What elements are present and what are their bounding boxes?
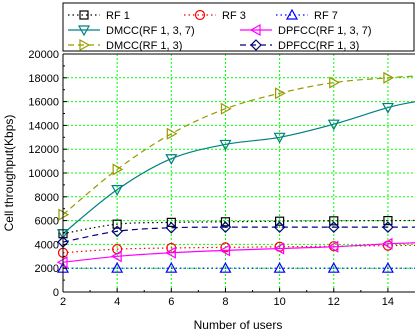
legend-marker xyxy=(285,8,299,20)
ticks: 0 2000 4000 6000 8000 10000 12000 14000 16000 180… xyxy=(28,49,394,308)
x-tick-label: 8 xyxy=(222,296,228,308)
series-2 xyxy=(56,261,415,273)
data-point xyxy=(383,71,395,84)
series-layer xyxy=(56,71,415,273)
data-point xyxy=(273,242,285,255)
data-point xyxy=(219,139,232,151)
series-6 xyxy=(57,221,415,248)
data-point xyxy=(111,225,124,238)
legend-label: DMCC(RF 1, 3) xyxy=(106,40,182,52)
legend: RF 1 RF 3 RF 7 DMCC(RF 1, 3, 7) DPFCC(RF 1, … xyxy=(62,2,415,52)
data-point xyxy=(327,221,340,233)
legend-label: RF 7 xyxy=(314,10,338,22)
y-tick-label: 2000 xyxy=(35,263,59,275)
data-point xyxy=(112,163,124,176)
data-point xyxy=(327,261,340,273)
y-tick-label: 20000 xyxy=(28,49,59,61)
legend-marker xyxy=(79,10,89,20)
data-point xyxy=(111,185,124,196)
data-point xyxy=(329,76,341,89)
x-tick-label: 10 xyxy=(273,296,285,308)
y-tick-label: 0 xyxy=(53,287,59,299)
y-tick-label: 12000 xyxy=(28,144,59,156)
data-point xyxy=(166,217,176,227)
data-point xyxy=(219,221,232,233)
legend-marker xyxy=(250,39,262,51)
data-point xyxy=(383,216,393,226)
series-5 xyxy=(56,237,415,269)
data-point xyxy=(381,237,393,250)
y-tick-label: 16000 xyxy=(28,97,59,109)
data-point xyxy=(273,261,286,273)
data-point xyxy=(220,102,232,115)
data-point xyxy=(219,244,231,257)
x-axis-label: Number of users xyxy=(194,318,283,332)
data-point xyxy=(165,246,176,259)
y-tick-label: 18000 xyxy=(28,73,59,85)
series-line xyxy=(62,75,415,216)
data-point xyxy=(273,132,286,144)
data-point xyxy=(110,250,122,263)
legend-label: DMCC(RF 1, 3, 7) xyxy=(106,25,195,37)
data-point xyxy=(329,216,339,226)
x-tick-label: 14 xyxy=(382,296,394,308)
legend-entry-0: RF 1 xyxy=(68,10,130,22)
y-tick-label: 6000 xyxy=(35,216,59,228)
data-point xyxy=(111,261,124,273)
legend-entry-5: DPFCC(RF 1, 3, 7) xyxy=(240,23,372,37)
series-line xyxy=(62,101,415,235)
data-point xyxy=(381,261,394,273)
legend-label: DPFCC(RF 1, 3, 7) xyxy=(278,25,372,37)
y-tick-label: 14000 xyxy=(28,120,59,132)
x-tick-label: 6 xyxy=(168,296,174,308)
legend-label: DPFCC(RF 1, 3) xyxy=(278,40,359,52)
data-point xyxy=(166,127,178,140)
legend-label: RF 1 xyxy=(106,10,130,22)
x-tick-label: 12 xyxy=(328,296,340,308)
x-tick-label: 2 xyxy=(60,296,66,308)
data-point xyxy=(381,102,394,114)
x-tick-label: 4 xyxy=(114,296,120,308)
y-tick-label: 8000 xyxy=(35,192,59,204)
y-tick-label: 4000 xyxy=(35,239,59,251)
data-point xyxy=(112,219,122,229)
legend-entry-1: RF 3 xyxy=(184,9,246,22)
data-point xyxy=(273,221,286,233)
legend-box xyxy=(62,2,415,52)
data-point xyxy=(275,216,285,226)
data-point xyxy=(219,261,232,273)
legend-entry-4: DMCC(RF 1, 3) xyxy=(68,38,182,52)
series-line xyxy=(62,226,415,243)
legend-entry-6: DPFCC(RF 1, 3) xyxy=(240,39,359,52)
legend-marker xyxy=(79,38,91,52)
legend-marker xyxy=(194,9,206,21)
legend-entry-3: DMCC(RF 1, 3, 7) xyxy=(68,25,195,37)
y-axis-label: Cell throughput(Kbps) xyxy=(2,115,16,232)
legend-label: RF 3 xyxy=(222,10,246,22)
legend-entry-2: RF 7 xyxy=(276,8,338,22)
data-point xyxy=(165,221,178,234)
data-point xyxy=(327,119,340,131)
data-point xyxy=(165,154,178,165)
legend-marker xyxy=(77,25,91,37)
data-point xyxy=(327,240,339,253)
data-point xyxy=(165,261,178,273)
data-point xyxy=(275,87,286,100)
y-tick-label: 10000 xyxy=(28,168,59,180)
data-point xyxy=(220,217,231,227)
data-point xyxy=(382,221,394,233)
legend-marker xyxy=(249,23,261,37)
